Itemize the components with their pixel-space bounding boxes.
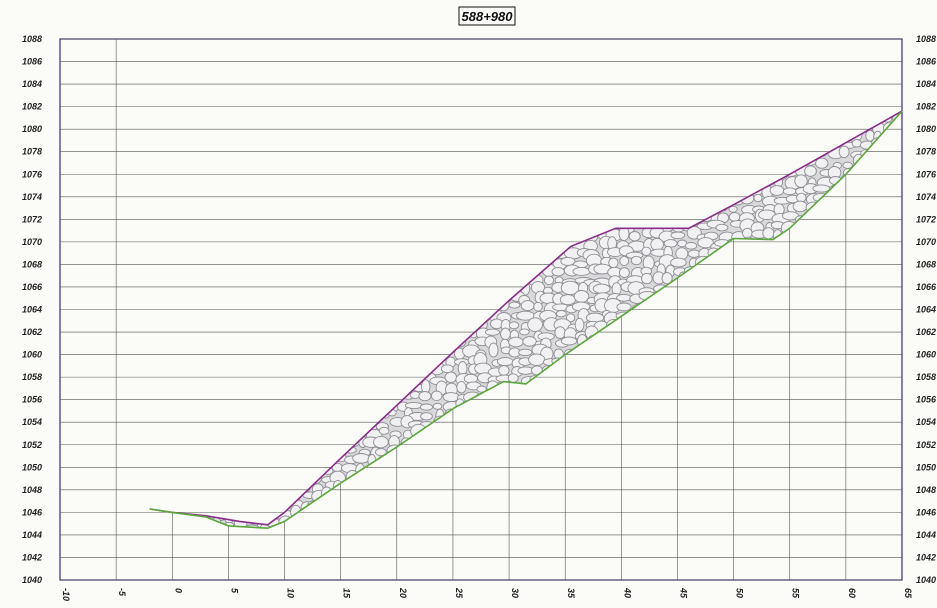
x-tick-label: 25: [454, 587, 464, 599]
y-tick-label-right: 1060: [916, 350, 936, 360]
x-tick-label: 5: [229, 588, 239, 594]
y-tick-label-right: 1056: [916, 395, 937, 405]
x-tick-labels: -10 -5 0 5 10 15 20 25 30 35 40 45 50 55 60 65: [61, 587, 913, 601]
y-tick-label-right: 1052: [916, 440, 936, 450]
y-tick-labels-left: 1040 1042 1044 1046 1048 1050 1052 1054 1056 1058…: [22, 34, 43, 585]
y-tick-label-right: 1062: [916, 327, 936, 337]
x-tick-label: 60: [847, 588, 857, 598]
y-tick-label-left: 1060: [22, 350, 42, 360]
series-line-lower: [149, 110, 903, 530]
y-tick-label-left: 1040: [22, 575, 42, 585]
y-tick-label-right: 1078: [916, 147, 936, 157]
y-tick-label-right: 1080: [916, 124, 936, 134]
y-tick-label-left: 1074: [22, 192, 42, 202]
fill-area: [149, 111, 903, 529]
y-tick-label-left: 1072: [22, 214, 42, 224]
y-tick-label-left: 1042: [22, 552, 42, 562]
y-tick-label-left: 1070: [22, 237, 42, 247]
y-tick-label-right: 1088: [916, 34, 936, 44]
chart-title-box: 588+980: [458, 6, 516, 26]
chart-title: 588+980: [462, 9, 514, 24]
y-tick-label-left: 1076: [22, 169, 43, 179]
y-tick-label-right: 1070: [916, 237, 936, 247]
y-tick-label-right: 1066: [916, 282, 937, 292]
y-tick-label-right: 1050: [916, 462, 936, 472]
y-tick-label-left: 1082: [22, 102, 42, 112]
y-tick-label-right: 1058: [916, 372, 936, 382]
y-tick-label-right: 1084: [916, 79, 936, 89]
x-tick-label: 30: [510, 588, 520, 598]
x-tick-label: 35: [566, 588, 576, 599]
y-tick-label-left: 1068: [22, 259, 42, 269]
y-tick-label-left: 1062: [22, 327, 42, 337]
cobble-stones-pattern: [149, 111, 903, 529]
y-tick-label-right: 1068: [916, 259, 936, 269]
y-tick-label-left: 1054: [22, 417, 42, 427]
y-tick-label-right: 1072: [916, 214, 936, 224]
y-tick-label-left: 1052: [22, 440, 42, 450]
x-tick-label: 20: [398, 587, 408, 598]
y-tick-label-right: 1046: [916, 507, 937, 517]
y-tick-label-left: 1066: [22, 282, 43, 292]
y-tick-label-right: 1042: [916, 552, 936, 562]
y-tick-label-right: 1044: [916, 530, 936, 540]
y-tick-label-left: 1084: [22, 79, 42, 89]
y-tick-label-left: 1044: [22, 530, 42, 540]
y-tick-label-left: 1048: [22, 485, 42, 495]
y-tick-label-right: 1076: [916, 169, 937, 179]
series-lines: [149, 110, 903, 530]
y-tick-label-right: 1040: [916, 575, 936, 585]
x-tick-label: 50: [735, 588, 745, 598]
x-tick-label: 55: [791, 588, 801, 599]
y-tick-labels-right: 1040 1042 1044 1046 1048 1050 1052 1054 1056 1058…: [916, 34, 937, 585]
series-line-upper: [149, 110, 903, 526]
x-tick-label: -10: [61, 588, 71, 601]
y-tick-label-right: 1082: [916, 102, 936, 112]
y-tick-label-right: 1054: [916, 417, 936, 427]
x-tick-label: 15: [342, 588, 352, 599]
grid-lines: [60, 38, 902, 581]
y-tick-label-left: 1080: [22, 124, 42, 134]
y-tick-label-left: 1064: [22, 305, 42, 315]
x-tick-label: -5: [117, 588, 127, 597]
y-tick-label-right: 1048: [916, 485, 936, 495]
x-tick-label: 45: [678, 587, 688, 599]
x-tick-label: 65: [903, 588, 913, 599]
y-tick-label-left: 1050: [22, 462, 42, 472]
x-tick-label: 0: [173, 588, 183, 593]
y-tick-label-left: 1056: [22, 395, 43, 405]
y-tick-label-left: 1058: [22, 372, 42, 382]
x-tick-label: 40: [622, 587, 632, 598]
y-tick-label-left: 1088: [22, 34, 42, 44]
y-tick-label-right: 1064: [916, 305, 936, 315]
y-tick-label-left: 1078: [22, 147, 42, 157]
y-tick-label-left: 1046: [22, 507, 43, 517]
x-tick-label: 10: [286, 588, 296, 598]
y-tick-label-left: 1086: [22, 57, 43, 67]
y-tick-label-right: 1086: [916, 57, 937, 67]
y-tick-label-right: 1074: [916, 192, 936, 202]
